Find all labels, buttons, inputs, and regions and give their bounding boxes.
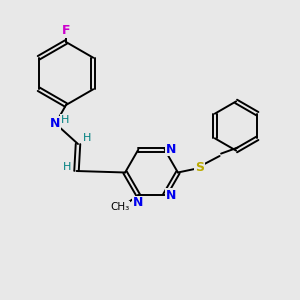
Bar <box>166 145 176 154</box>
Text: N: N <box>133 196 143 209</box>
Text: CH₃: CH₃ <box>111 202 130 212</box>
Text: H: H <box>61 115 69 125</box>
Bar <box>65 165 71 171</box>
Text: F: F <box>62 24 70 37</box>
Bar <box>195 163 204 172</box>
Bar <box>166 191 176 200</box>
Text: S: S <box>195 160 204 174</box>
Bar <box>61 27 70 36</box>
Bar <box>83 135 90 142</box>
Bar <box>112 202 129 211</box>
Text: H: H <box>83 133 91 143</box>
Text: N: N <box>166 189 176 202</box>
Bar <box>133 197 144 206</box>
Bar <box>50 118 61 129</box>
Text: N: N <box>50 117 61 130</box>
Text: H: H <box>63 162 72 172</box>
Text: N: N <box>166 142 176 155</box>
